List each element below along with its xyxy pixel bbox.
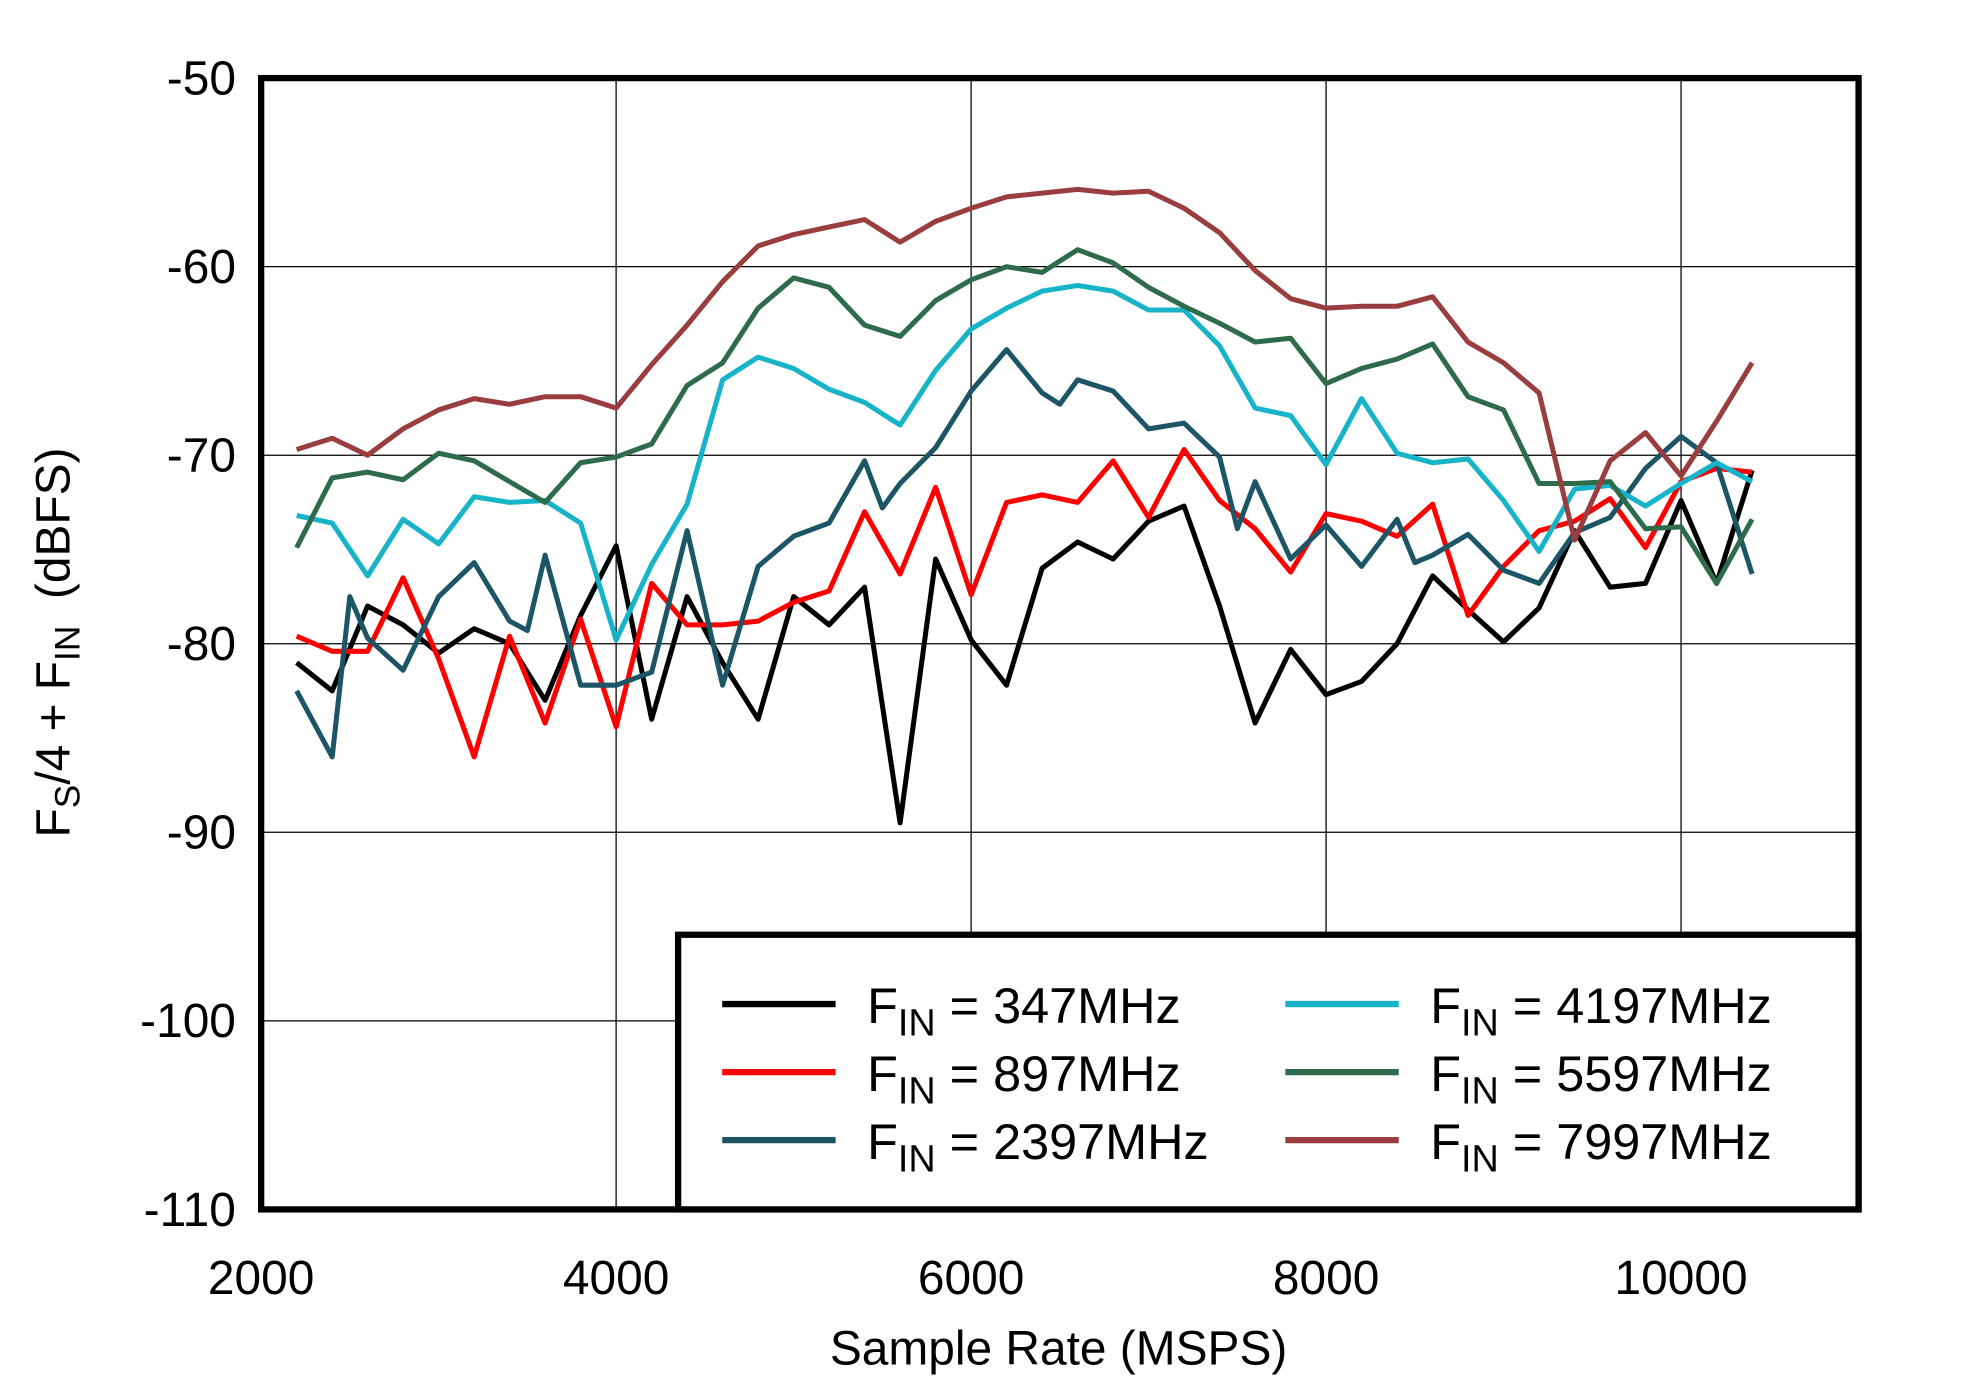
legend-label: FIN = 2397MHz bbox=[867, 1113, 1209, 1181]
y-tick-label: -80 bbox=[167, 618, 236, 671]
legend-box bbox=[674, 931, 1862, 1213]
legend-label: FIN = 4197MHz bbox=[1430, 977, 1772, 1045]
legend-label: FIN = 7997MHz bbox=[1430, 1113, 1772, 1181]
series-line-0 bbox=[295, 469, 1755, 826]
y-tick-label: -70 bbox=[167, 430, 236, 483]
legend-label: FIN = 897MHz bbox=[867, 1045, 1181, 1113]
x-axis-label: Sample Rate (MSPS) bbox=[830, 1322, 1287, 1375]
x-tick-label: 6000 bbox=[918, 1252, 1024, 1305]
y-axis-label: FS/4 + FIN (dBFS) bbox=[28, 448, 88, 838]
y-tick-label: -50 bbox=[167, 52, 236, 105]
series-lines bbox=[294, 186, 1755, 826]
series-line-5 bbox=[295, 186, 1755, 543]
y-tick-label: -60 bbox=[167, 241, 236, 294]
legend-label: FIN = 347MHz bbox=[867, 977, 1181, 1045]
y-tick-label: -100 bbox=[140, 995, 236, 1048]
x-tick-label: 10000 bbox=[1615, 1252, 1748, 1305]
x-tick-label: 4000 bbox=[563, 1252, 669, 1305]
x-tick-label: 2000 bbox=[208, 1252, 314, 1305]
tick-labels: 2000 4000 6000 8000 10000 -50 -60 -70 -80 -90 -100… bbox=[140, 52, 1747, 1304]
series-line-3 bbox=[296, 282, 1754, 643]
x-tick-label: 8000 bbox=[1273, 1252, 1379, 1305]
series-line-4 bbox=[294, 247, 1755, 586]
series-line-2 bbox=[294, 347, 1755, 760]
series-line-1 bbox=[295, 446, 1753, 760]
y-tick-label: -90 bbox=[167, 807, 236, 860]
y-tick-label: -110 bbox=[144, 1184, 236, 1237]
legend-label: FIN = 5597MHz bbox=[1430, 1045, 1772, 1113]
